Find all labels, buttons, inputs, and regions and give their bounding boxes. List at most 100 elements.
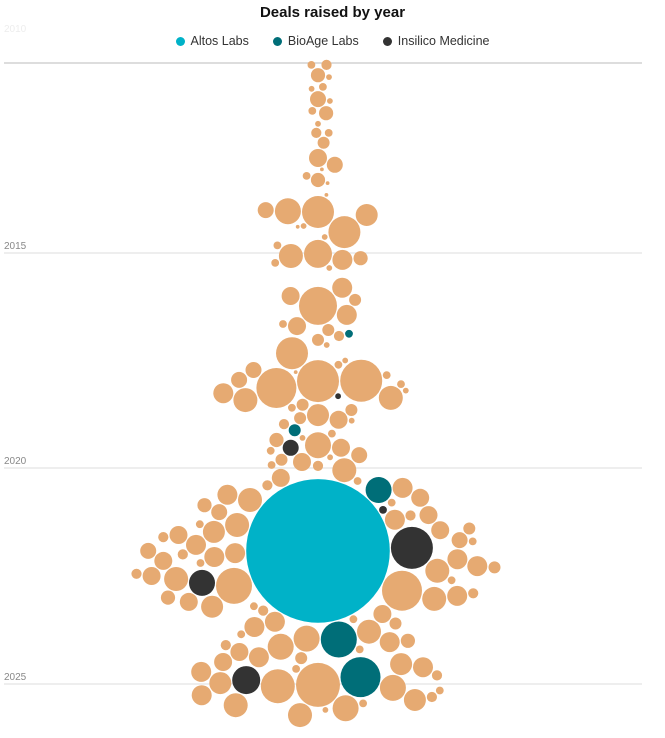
deal-bubble xyxy=(244,617,265,637)
deal-bubble xyxy=(351,447,368,464)
deal-bubble xyxy=(288,317,306,336)
legend: Altos Labs BioAge Labs Insilico Medicine xyxy=(0,34,665,48)
deal-bubble xyxy=(294,412,307,425)
deal-bubble xyxy=(435,686,444,695)
deal-bubble xyxy=(262,480,273,491)
deal-bubble xyxy=(342,357,349,364)
deal-bubble xyxy=(211,504,228,521)
deal-bubble xyxy=(140,542,157,559)
deal-bubble xyxy=(186,534,206,555)
chart-title: Deals raised by year xyxy=(259,4,406,21)
deal-bubble xyxy=(196,559,205,567)
deal-bubble xyxy=(278,419,290,430)
deal-bubble xyxy=(293,453,311,471)
deal-bubble xyxy=(223,693,248,718)
deal-bubble xyxy=(201,595,224,618)
deal-bubble xyxy=(468,537,477,546)
deal-bubble xyxy=(382,570,422,611)
deal-bubble xyxy=(324,193,329,197)
deal-bubble xyxy=(209,672,232,695)
deal-bubble xyxy=(245,362,262,378)
deal-bubble xyxy=(292,665,300,673)
deal-bubble xyxy=(204,547,225,567)
deal-bubble xyxy=(312,333,324,346)
altos-labs-bubble xyxy=(246,479,390,623)
deal-bubble xyxy=(271,259,280,267)
deal-bubble xyxy=(195,520,204,529)
deal-bubble xyxy=(225,513,250,537)
deal-bubble xyxy=(378,385,403,410)
deal-bubble xyxy=(317,136,330,149)
deal-bubble xyxy=(322,324,335,336)
deal-bubble xyxy=(336,304,357,325)
deal-bubble xyxy=(411,488,430,507)
bioage-dot-icon xyxy=(272,36,282,46)
deal-bubble xyxy=(230,643,249,661)
deal-bubble xyxy=(373,605,392,623)
deal-bubble xyxy=(307,404,329,427)
deal-bubble xyxy=(431,521,450,540)
insilico-medicine-bubble xyxy=(390,526,433,569)
deal-bubble xyxy=(327,98,333,104)
deal-bubble xyxy=(274,198,301,225)
tick-label-2025: 2025 xyxy=(4,672,27,683)
deal-bubble xyxy=(413,657,433,678)
deal-bubble xyxy=(379,674,406,701)
deal-bubble xyxy=(237,630,246,639)
insilico-medicine-bubble xyxy=(335,393,341,400)
deal-bubble xyxy=(451,532,468,549)
deal-bubble xyxy=(315,120,321,127)
deal-bubble xyxy=(214,653,233,671)
deal-bubble xyxy=(267,461,276,469)
deal-bubble xyxy=(340,359,383,402)
deal-bubble xyxy=(276,337,308,370)
deal-bubble xyxy=(333,330,345,342)
deal-bubble xyxy=(326,74,332,80)
deal-bubble xyxy=(379,632,400,653)
deal-bubble xyxy=(403,689,426,711)
legend-label: Insilico Medicine xyxy=(397,34,490,48)
deal-bubble xyxy=(142,567,161,585)
deal-bubble xyxy=(468,588,479,599)
deal-bubble xyxy=(397,380,405,388)
deal-bubble xyxy=(355,645,364,654)
deal-bubble xyxy=(296,398,309,411)
insilico-medicine-bubble xyxy=(189,569,215,596)
deal-bubble xyxy=(299,435,306,441)
deal-bubble xyxy=(197,498,212,513)
insilico-dot-icon xyxy=(382,36,392,46)
deal-bubble xyxy=(353,477,362,485)
deal-bubble xyxy=(304,239,332,268)
deal-bubble xyxy=(273,241,282,250)
deal-bubble xyxy=(392,477,413,498)
deal-bubble xyxy=(293,370,298,374)
deal-bubble xyxy=(402,387,409,394)
deal-bubble xyxy=(220,640,231,651)
deal-bubble xyxy=(325,181,330,186)
deal-bubble xyxy=(295,224,300,229)
deal-bubble xyxy=(349,615,358,624)
deal-bubble xyxy=(279,320,287,328)
tick-label-2020: 2020 xyxy=(4,456,27,467)
insilico-medicine-bubble xyxy=(282,439,299,456)
deal-bubble xyxy=(169,526,188,544)
deal-bubble xyxy=(266,446,275,455)
deal-bubble xyxy=(302,196,334,228)
bioage-labs-bubble xyxy=(365,477,392,503)
altos-dot-icon xyxy=(175,36,185,46)
deal-bubble xyxy=(334,360,343,369)
bioage-labs-bubble xyxy=(320,621,357,658)
legend-item-insilico: Insilico Medicine xyxy=(382,34,490,48)
deal-bubble xyxy=(302,172,311,180)
deal-bubble xyxy=(299,286,337,325)
deal-bubble xyxy=(447,549,468,570)
deal-bubble xyxy=(288,703,312,728)
deal-bubble xyxy=(390,653,413,676)
deal-bubble xyxy=(238,488,262,512)
deal-bubble xyxy=(177,549,188,560)
legend-item-altos: Altos Labs xyxy=(175,34,249,48)
deal-bubble xyxy=(384,509,405,530)
deal-bubble xyxy=(216,567,252,604)
deal-bubble xyxy=(326,156,343,173)
